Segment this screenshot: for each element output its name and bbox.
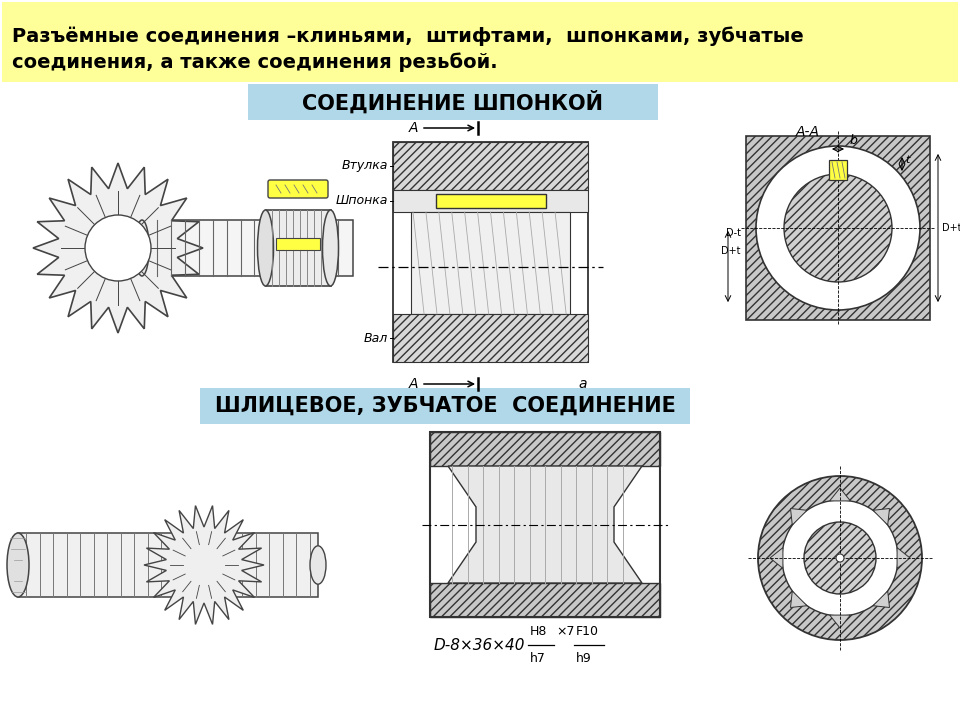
- Text: b: b: [850, 134, 858, 147]
- Text: А: А: [409, 121, 418, 135]
- Bar: [276, 238, 320, 250]
- Bar: [829, 160, 847, 180]
- Text: А-А: А-А: [796, 125, 820, 139]
- Text: h7: h7: [530, 652, 546, 665]
- Polygon shape: [790, 508, 807, 525]
- Text: F10: F10: [576, 625, 599, 638]
- Ellipse shape: [257, 210, 274, 286]
- Bar: [430, 432, 660, 617]
- Text: D-t: D-t: [726, 228, 741, 238]
- Ellipse shape: [135, 220, 149, 276]
- Bar: [142, 220, 353, 276]
- Circle shape: [804, 522, 876, 594]
- Ellipse shape: [310, 546, 326, 584]
- Circle shape: [782, 500, 898, 616]
- Text: Вал: Вал: [364, 331, 388, 344]
- Circle shape: [756, 146, 920, 310]
- Circle shape: [85, 215, 151, 281]
- Text: а: а: [578, 377, 587, 391]
- Bar: [746, 136, 930, 320]
- Text: ×7: ×7: [556, 625, 574, 638]
- Ellipse shape: [323, 210, 339, 286]
- Bar: [436, 194, 545, 208]
- Polygon shape: [873, 591, 890, 608]
- FancyBboxPatch shape: [268, 180, 328, 198]
- Bar: [430, 583, 660, 617]
- Bar: [2, 2, 958, 82]
- Circle shape: [758, 476, 922, 640]
- Text: соединения, а также соединения резьбой.: соединения, а также соединения резьбой.: [12, 52, 497, 71]
- Bar: [393, 314, 588, 362]
- Circle shape: [784, 174, 892, 282]
- Text: Разъёмные соединения –клиньями,  штифтами,  шпонками, зубчатые: Разъёмные соединения –клиньями, штифтами…: [12, 26, 804, 45]
- Polygon shape: [790, 591, 807, 608]
- Polygon shape: [873, 508, 890, 525]
- Bar: [393, 142, 588, 362]
- Text: СОЕДИНЕНИЕ ШПОНКОЙ: СОЕДИНЕНИЕ ШПОНКОЙ: [302, 90, 604, 114]
- Text: ШЛИЦЕВОЕ, ЗУБЧАТОЕ  СОЕДИНЕНИЕ: ШЛИЦЕВОЕ, ЗУБЧАТОЕ СОЕДИНЕНИЕ: [215, 396, 676, 416]
- Bar: [411, 212, 570, 314]
- Text: А: А: [409, 377, 418, 391]
- Text: D-8×36×40: D-8×36×40: [434, 637, 525, 652]
- Polygon shape: [770, 548, 783, 568]
- Bar: [393, 190, 588, 212]
- Text: Шпонка: Шпонка: [336, 194, 388, 207]
- Polygon shape: [144, 505, 264, 624]
- Text: H8: H8: [530, 625, 547, 638]
- Polygon shape: [829, 488, 851, 501]
- Polygon shape: [33, 163, 203, 333]
- Circle shape: [836, 554, 844, 562]
- Text: h9: h9: [576, 652, 591, 665]
- Bar: [200, 388, 690, 424]
- Bar: [266, 210, 330, 286]
- Polygon shape: [448, 466, 642, 583]
- Text: Втулка: Втулка: [342, 160, 388, 173]
- Bar: [248, 84, 658, 120]
- Bar: [18, 533, 318, 597]
- Polygon shape: [829, 615, 851, 628]
- Polygon shape: [897, 548, 910, 568]
- Text: t: t: [905, 155, 909, 165]
- Bar: [393, 142, 588, 190]
- Bar: [430, 432, 660, 466]
- Ellipse shape: [7, 533, 29, 597]
- Text: D+t: D+t: [722, 246, 741, 256]
- Text: D+t: D+t: [942, 223, 960, 233]
